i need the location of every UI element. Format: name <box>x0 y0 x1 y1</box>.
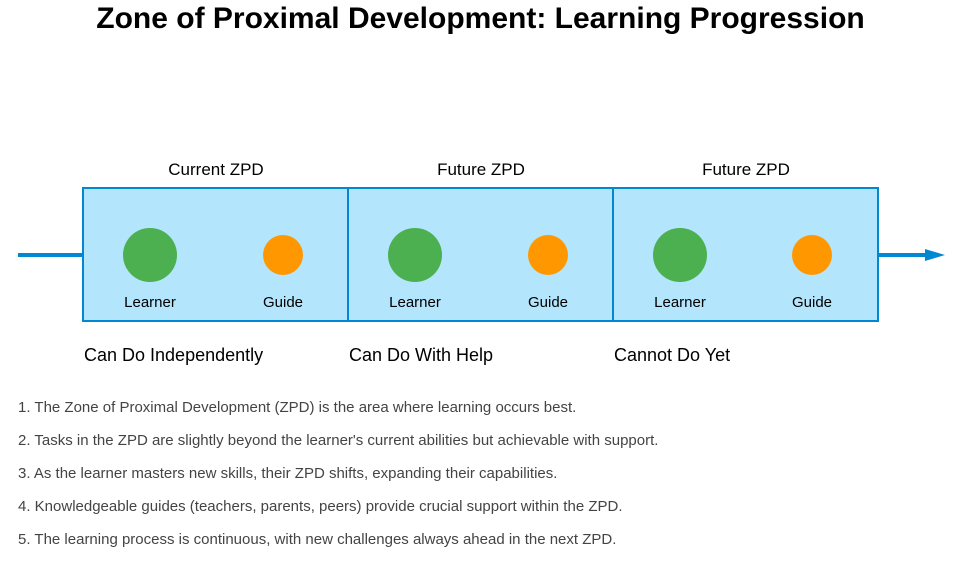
note-item: 4. Knowledgeable guides (teachers, paren… <box>18 498 623 515</box>
zone-caption: Cannot Do Yet <box>614 345 730 365</box>
learner-icon <box>653 228 707 282</box>
note-item: 5. The learning process is continuous, w… <box>18 531 617 548</box>
guide-icon <box>792 235 832 275</box>
zone-title: Future ZPD <box>702 160 790 179</box>
zone-current: Current ZPD Learner Guide Can Do Indepen… <box>82 160 349 365</box>
learner-label: Learner <box>389 294 441 311</box>
guide-label: Guide <box>263 294 303 311</box>
zone-box <box>612 187 879 322</box>
learner-label: Learner <box>124 294 176 311</box>
zone-future-2: Future ZPD Learner Guide Cannot Do Yet <box>612 160 879 365</box>
note-item: 2. Tasks in the ZPD are slightly beyond … <box>18 432 659 449</box>
zone-title: Current ZPD <box>168 160 263 179</box>
zone-box <box>82 187 349 322</box>
guide-label: Guide <box>528 294 568 311</box>
zpd-diagram: Current ZPD Learner Guide Can Do Indepen… <box>18 160 945 365</box>
zone-box <box>347 187 614 322</box>
zone-future-1: Future ZPD Learner Guide Can Do With Hel… <box>347 160 614 365</box>
learner-label: Learner <box>654 294 706 311</box>
learner-icon <box>388 228 442 282</box>
page-title: Zone of Proximal Development: Learning P… <box>96 2 865 35</box>
notes-list: 1. The Zone of Proximal Development (ZPD… <box>18 398 658 563</box>
zone-caption: Can Do With Help <box>349 345 493 365</box>
guide-icon <box>528 235 568 275</box>
guide-icon <box>263 235 303 275</box>
guide-label: Guide <box>792 294 832 311</box>
note-item: 1. The Zone of Proximal Development (ZPD… <box>18 399 577 416</box>
learner-icon <box>123 228 177 282</box>
zone-caption: Can Do Independently <box>84 345 263 365</box>
arrow-head-icon <box>925 249 945 261</box>
note-item: 3. As the learner masters new skills, th… <box>18 465 558 482</box>
zone-title: Future ZPD <box>437 160 525 179</box>
